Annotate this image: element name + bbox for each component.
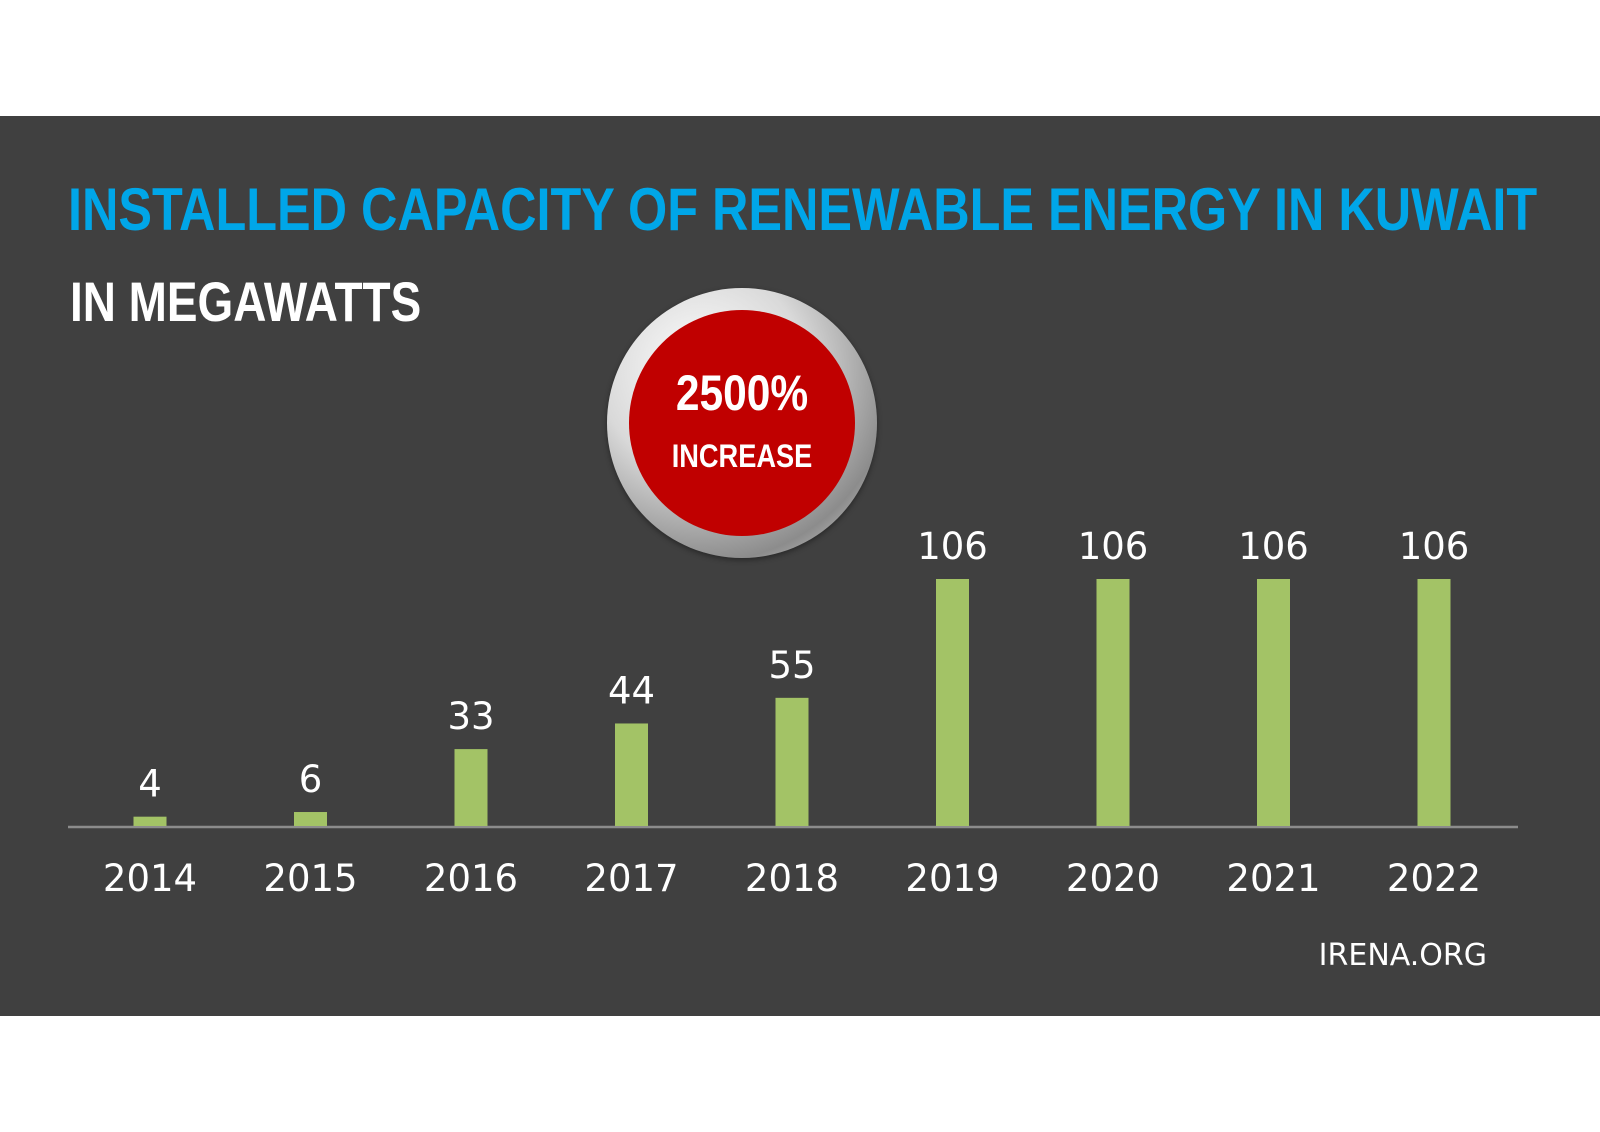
bar-2019 [936,579,969,826]
data-label-2019: 106 [917,525,988,568]
data-label-2021: 106 [1238,525,1309,568]
x-tick-label-2016: 2016 [424,857,518,900]
data-label-2014: 4 [138,763,162,806]
x-tick-label-2022: 2022 [1387,857,1481,900]
bar-series: 4 2014 6 2015 33 2016 44 2017 55 2018 106 2019 106 20… [103,525,1481,900]
source-credit: IRENA.ORG [1318,938,1487,973]
x-tick-label-2015: 2015 [263,857,357,900]
x-tick-label-2020: 2020 [1066,857,1160,900]
x-tick-label-2017: 2017 [584,857,678,900]
bar-2022 [1417,579,1451,826]
chart-title: INSTALLED CAPACITY OF RENEWABLE ENERGY I… [68,176,1538,243]
chart-panel [0,116,1600,1016]
bar-2017 [615,723,648,826]
bar-2015 [294,812,327,826]
increase-badge: 2500% INCREASE [607,288,877,558]
increase-badge-value: 2500% [675,365,809,421]
x-tick-label-2021: 2021 [1226,857,1320,900]
bar-2021 [1257,579,1290,826]
bar-2014 [133,816,167,826]
data-label-2022: 106 [1399,525,1470,568]
chart-subtitle: IN MEGAWATTS [70,270,422,333]
x-tick-label-2019: 2019 [905,857,999,900]
bar-2016 [454,749,488,826]
x-tick-label-2014: 2014 [103,857,197,900]
data-label-2015: 6 [299,758,323,801]
increase-badge-center: 2500% INCREASE [629,310,855,536]
data-label-2016: 33 [447,695,494,738]
bar-2018 [775,697,809,826]
data-label-2017: 44 [608,669,655,712]
increase-badge-label: INCREASE [671,438,813,474]
bar-2020 [1096,579,1130,826]
x-tick-label-2018: 2018 [745,857,839,900]
data-label-2020: 106 [1078,525,1149,568]
data-label-2018: 55 [768,644,815,687]
